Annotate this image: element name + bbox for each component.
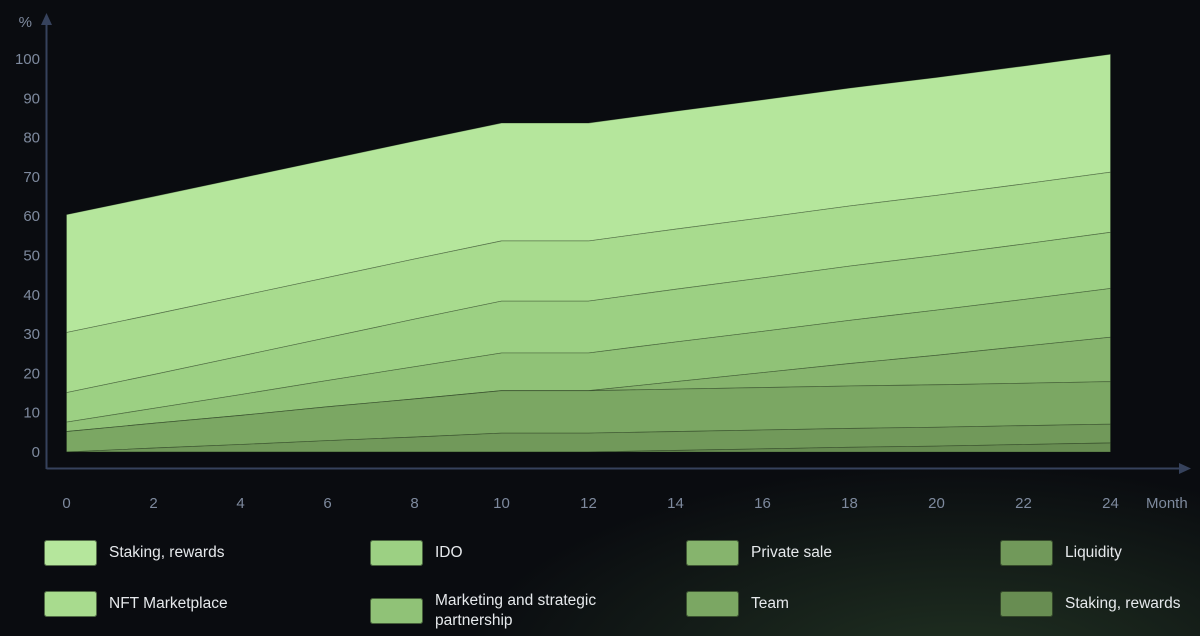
x-axis-arrow-icon [1179, 463, 1191, 474]
legend-item-3[interactable]: Liquidity [1000, 540, 1122, 566]
x-tick-label-6: 6 [323, 495, 331, 512]
legend-item-4[interactable]: NFT Marketplace [44, 591, 228, 617]
legend-swatch-icon [686, 591, 739, 617]
y-axis-arrow-icon [41, 13, 52, 25]
legend-item-label: IDO [435, 544, 463, 562]
x-tick-label-22: 22 [1015, 495, 1032, 512]
legend-item-label: Staking, rewards [1065, 595, 1181, 613]
area-series-6 [66, 423, 1111, 453]
x-tick-label-0: 0 [62, 495, 70, 512]
x-tick-label-20: 20 [928, 495, 945, 512]
x-tick-label-14: 14 [667, 495, 684, 512]
y-tick-label-70: 70 [23, 169, 40, 186]
legend-swatch-icon [44, 591, 97, 617]
legend-item-label: Private sale [751, 544, 832, 562]
legend-swatch-icon [370, 540, 423, 566]
y-tick-label-10: 10 [23, 405, 40, 422]
y-tick-label-20: 20 [23, 365, 40, 382]
legend-item-1[interactable]: IDO [370, 540, 463, 566]
legend-item-label: Marketing and strategic partnership [435, 592, 597, 629]
y-tick-label-0: 0 [32, 444, 40, 461]
x-tick-label-12: 12 [580, 495, 597, 512]
x-tick-label-2: 2 [149, 495, 157, 512]
legend-item-5[interactable]: Marketing and strategic partnership [370, 591, 613, 631]
y-axis-unit-label: % [19, 14, 32, 31]
y-tick-label-60: 60 [23, 208, 40, 225]
x-tick-label-4: 4 [236, 495, 244, 512]
legend-item-label: NFT Marketplace [109, 595, 228, 613]
area-series-group [66, 53, 1111, 453]
area-series-7 [66, 442, 1111, 453]
y-tick-label-50: 50 [23, 248, 40, 265]
y-tick-label-40: 40 [23, 287, 40, 304]
y-tick-label-90: 90 [23, 90, 40, 107]
x-tick-label-10: 10 [493, 495, 510, 512]
legend-item-label: Team [751, 595, 789, 613]
x-tick-label-8: 8 [410, 495, 418, 512]
legend-swatch-icon [44, 540, 97, 566]
y-tick-label-30: 30 [23, 326, 40, 343]
y-tick-label-80: 80 [23, 130, 40, 147]
legend-item-7[interactable]: Staking, rewards [1000, 591, 1180, 617]
y-tick-label-100: 100 [15, 51, 40, 68]
x-tick-label-24: 24 [1102, 495, 1119, 512]
chart-legend: Staking, rewards IDO Private sale Liquidity… [0, 527, 1200, 636]
legend-item-label: Liquidity [1065, 544, 1122, 562]
legend-item-6[interactable]: Team [686, 591, 789, 617]
axes-group [41, 13, 1191, 474]
legend-item-label: Staking, rewards [109, 544, 225, 562]
stacked-area-chart: 0 10 20 30 40 50 60 70 80 90 100 0 2 4 6 8 10 12 14 16 18 20 2… [15, 13, 1191, 512]
legend-swatch-icon [1000, 591, 1053, 617]
legend-item-2[interactable]: Private sale [686, 540, 832, 566]
x-tick-label-18: 18 [841, 495, 858, 512]
legend-swatch-icon [686, 540, 739, 566]
legend-swatch-icon [370, 597, 423, 624]
x-tick-label-16: 16 [754, 495, 771, 512]
x-axis-unit-label: Month [1146, 495, 1188, 512]
legend-item-0[interactable]: Staking, rewards [44, 540, 224, 566]
legend-swatch-icon [1000, 540, 1053, 566]
